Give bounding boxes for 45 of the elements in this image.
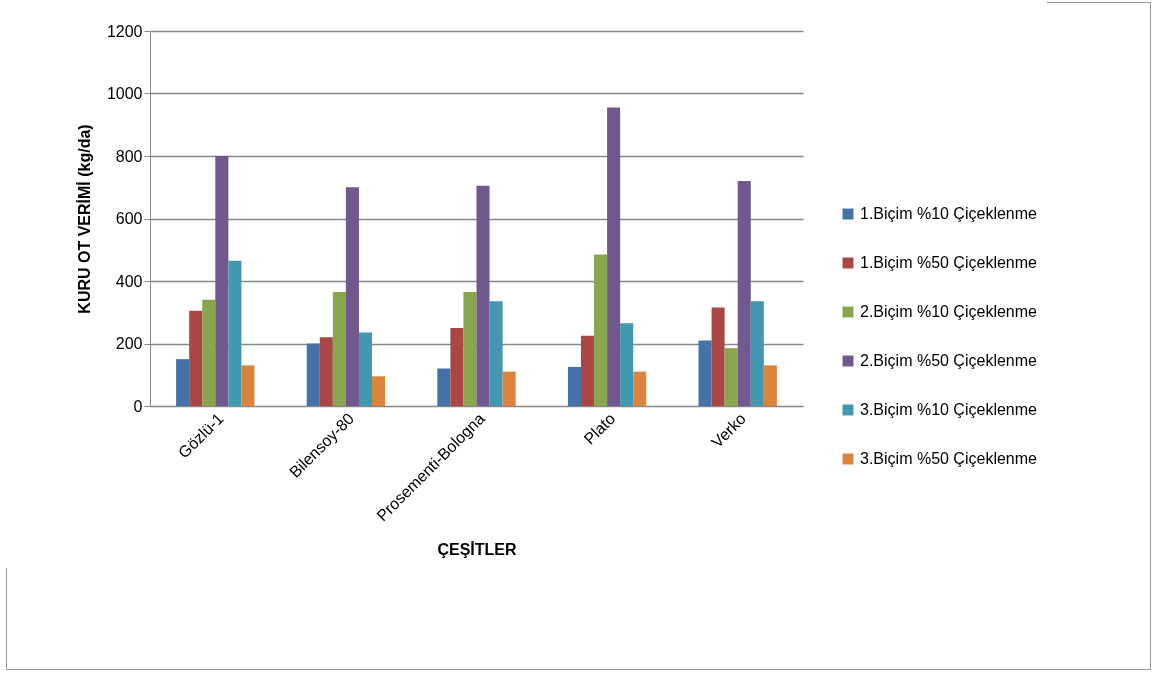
bar [594,254,608,406]
bar [724,348,738,406]
y-axis-title: KURU OT VERİMİ (kg/da) [75,124,93,314]
legend-label: 2.Biçim %10 Çiçeklenme [860,303,1038,320]
bar [450,327,464,406]
bar [567,366,581,406]
legend-label: 1.Biçim %50 Çiçeklenme [860,254,1038,271]
legend-label: 1.Biçim %10 Çiçeklenme [860,205,1038,222]
bar [489,301,503,406]
bar [345,187,359,406]
bar [228,260,242,406]
bar [763,365,777,406]
bar [176,359,190,406]
y-tick-label: 1000 [106,85,143,102]
bar [463,291,477,406]
x-axis-title: ÇEŞİTLER [437,541,517,559]
bar [241,365,255,406]
y-tick-label: 800 [115,147,143,165]
bar [319,337,333,406]
bar [358,332,373,406]
y-tick-label: 600 [115,210,143,227]
bar [711,307,725,406]
bar [372,376,386,406]
bar [750,301,764,406]
bar [620,323,634,406]
bar [502,371,516,406]
bar [698,340,712,406]
bar [437,368,451,406]
bar [633,371,647,406]
bar [476,185,490,406]
legend-label: 3.Biçim %10 Çiçeklenme [860,401,1038,418]
bar [189,310,203,406]
y-tick-label: 400 [115,272,143,290]
y-tick-label: 200 [115,335,143,352]
bar [737,181,751,406]
y-tick-label: 0 [133,397,143,415]
bar [306,343,320,406]
bar [332,291,346,406]
bar [202,299,216,406]
bar [215,156,229,406]
y-tick-label: 1200 [106,22,143,40]
bar [580,335,595,406]
bar [607,107,621,406]
legend-label: 3.Biçim %50 Çiçeklenme [860,450,1038,467]
legend-label: 2.Biçim %50 Çiçeklenme [860,352,1038,369]
